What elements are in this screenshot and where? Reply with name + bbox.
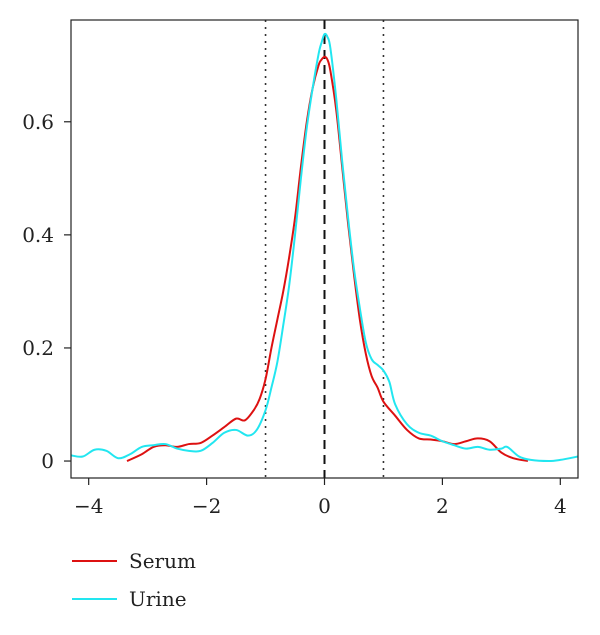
legend-label-urine: Urine — [129, 587, 187, 611]
y-tick-label: 0.2 — [22, 336, 54, 360]
series-line-serum — [126, 55, 529, 463]
x-tick-label: −4 — [74, 494, 103, 518]
x-tick-label: 2 — [436, 494, 449, 518]
y-tick-label: 0.6 — [22, 110, 54, 134]
series-line-urine — [71, 32, 578, 463]
y-tick-label: 0.4 — [22, 223, 54, 247]
plot-area — [71, 20, 578, 478]
axes: −4 −2 0 2 4 0 0.2 0.4 0.6 — [22, 19, 579, 518]
legend: Serum Urine — [72, 549, 196, 611]
x-tick-label: 0 — [318, 494, 331, 518]
x-tick-label: −2 — [192, 494, 221, 518]
legend-label-serum: Serum — [129, 549, 196, 573]
y-tick-label: 0 — [41, 449, 54, 473]
x-tick-label: 4 — [554, 494, 567, 518]
